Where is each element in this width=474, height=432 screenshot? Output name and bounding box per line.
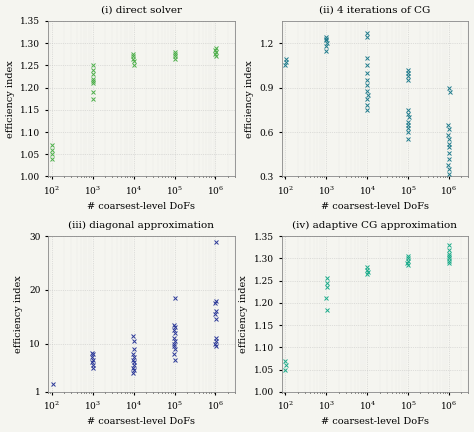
- X-axis label: # coarsest-level DoFs: # coarsest-level DoFs: [321, 417, 429, 426]
- Y-axis label: efficiency index: efficiency index: [6, 60, 15, 137]
- Y-axis label: efficiency index: efficiency index: [245, 60, 254, 137]
- Y-axis label: efficiency index: efficiency index: [14, 275, 23, 353]
- X-axis label: # coarsest-level DoFs: # coarsest-level DoFs: [88, 202, 195, 211]
- X-axis label: # coarsest-level DoFs: # coarsest-level DoFs: [88, 417, 195, 426]
- Title: (iii) diagonal approximation: (iii) diagonal approximation: [68, 221, 214, 230]
- Title: (ii) 4 iterations of CG: (ii) 4 iterations of CG: [319, 6, 431, 15]
- Title: (iv) adaptive CG approximation: (iv) adaptive CG approximation: [292, 221, 457, 230]
- Y-axis label: efficiency index: efficiency index: [239, 275, 248, 353]
- X-axis label: # coarsest-level DoFs: # coarsest-level DoFs: [321, 202, 429, 211]
- Title: (i) direct solver: (i) direct solver: [101, 6, 182, 15]
